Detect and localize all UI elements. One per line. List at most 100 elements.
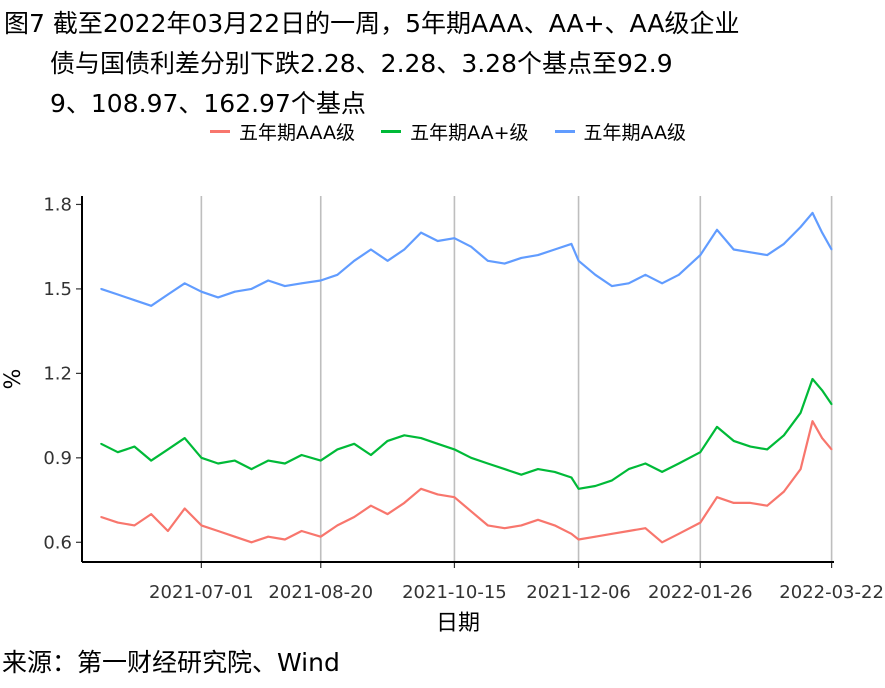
data-point [732,502,735,504]
x-tick-label: 2021-10-15 [402,582,507,603]
data-point [799,468,802,470]
legend-key-aa-plus [381,129,402,133]
x-tick-label: 2022-01-26 [648,582,753,603]
data-point [537,518,539,521]
data-point [100,442,102,445]
data-point [644,527,647,530]
data-point [749,502,752,504]
data-point [732,248,735,251]
data-point [577,538,580,541]
data-point [811,378,814,380]
data-point [766,448,769,451]
data-point [699,451,702,454]
data-point [537,254,539,256]
y-tick-label: 0.9 [43,448,72,469]
data-point [250,288,253,290]
data-point [284,285,286,287]
x-tick-label: 2021-12-06 [526,582,631,603]
data-point [133,299,136,302]
figure-title: 图7 截至2022年03月22日的一周，5年期AAA、AA+、AA级企业 债与国… [4,4,874,124]
data-point [644,462,647,465]
data-point [661,471,663,473]
data-point [436,442,439,445]
data-point [217,530,220,532]
data-point [716,228,718,231]
data-point [677,273,680,276]
legend-label-aaa: 五年期AAA级 [239,121,356,144]
data-point [233,290,236,293]
data-point [267,279,270,282]
data-point [470,510,472,513]
data-point [594,535,597,538]
data-point [486,524,489,527]
data-point [420,437,422,439]
data-point [783,243,785,245]
data-point [677,532,680,535]
data-point [699,254,702,256]
data-point [217,296,220,299]
legend-key-aaa [210,129,230,133]
data-point [336,448,339,451]
data-point [353,259,356,262]
series-lines [100,211,833,544]
data-point [470,245,472,248]
data-point [783,490,785,493]
data-point [167,530,169,532]
data-point [100,516,102,518]
data-point [336,273,339,276]
data-point [577,259,580,262]
data-point [766,254,769,256]
data-point [553,524,556,527]
data-point [150,304,153,307]
data-point [403,502,406,504]
data-point [470,456,472,459]
data-point [150,513,153,515]
data-point [627,282,630,285]
data-point [553,471,556,473]
legend-item-aaa: 五年期AAA级 [210,118,355,145]
chart-legend: 五年期AAA级 五年期AA+级 五年期AA级 [210,117,712,145]
data-point [370,504,372,507]
data-point [250,541,253,544]
data-point [611,532,613,535]
data-point [830,403,833,406]
data-point [520,524,523,527]
data-point [783,434,785,437]
data-point [183,282,186,285]
data-point [386,440,389,442]
data-point [716,496,718,499]
data-point [627,468,630,470]
x-tick-label: 2022-03-22 [779,582,884,603]
data-point [167,448,169,451]
figure-title-line-3: 9、108.97、162.97个基点 [50,89,366,118]
data-point [353,442,356,445]
data-point [183,437,186,439]
data-point [811,212,814,214]
x-tick-label: 2021-07-01 [149,582,254,603]
data-point [436,240,439,242]
data-point [420,231,422,234]
gridlines [200,196,833,562]
data-point [570,532,573,535]
data-point [200,456,203,459]
data-point [100,288,102,290]
data-point [233,535,236,538]
data-point [133,524,136,527]
legend-key-aa [554,129,575,133]
data-point [267,535,270,538]
y-tick-label: 1.2 [43,363,72,384]
data-point [661,282,663,285]
data-point [370,248,372,251]
data-point [520,473,523,476]
source-note: 来源：第一财经研究院、Wind [2,648,340,677]
data-point [353,516,356,518]
data-point [116,521,119,524]
legend-item-aa: 五年期AA级 [554,118,686,145]
data-point [537,468,539,470]
y-tick-label: 1.5 [43,279,72,300]
data-point [799,226,802,228]
data-point [749,251,752,254]
data-point [661,541,663,544]
data-point [386,259,389,262]
